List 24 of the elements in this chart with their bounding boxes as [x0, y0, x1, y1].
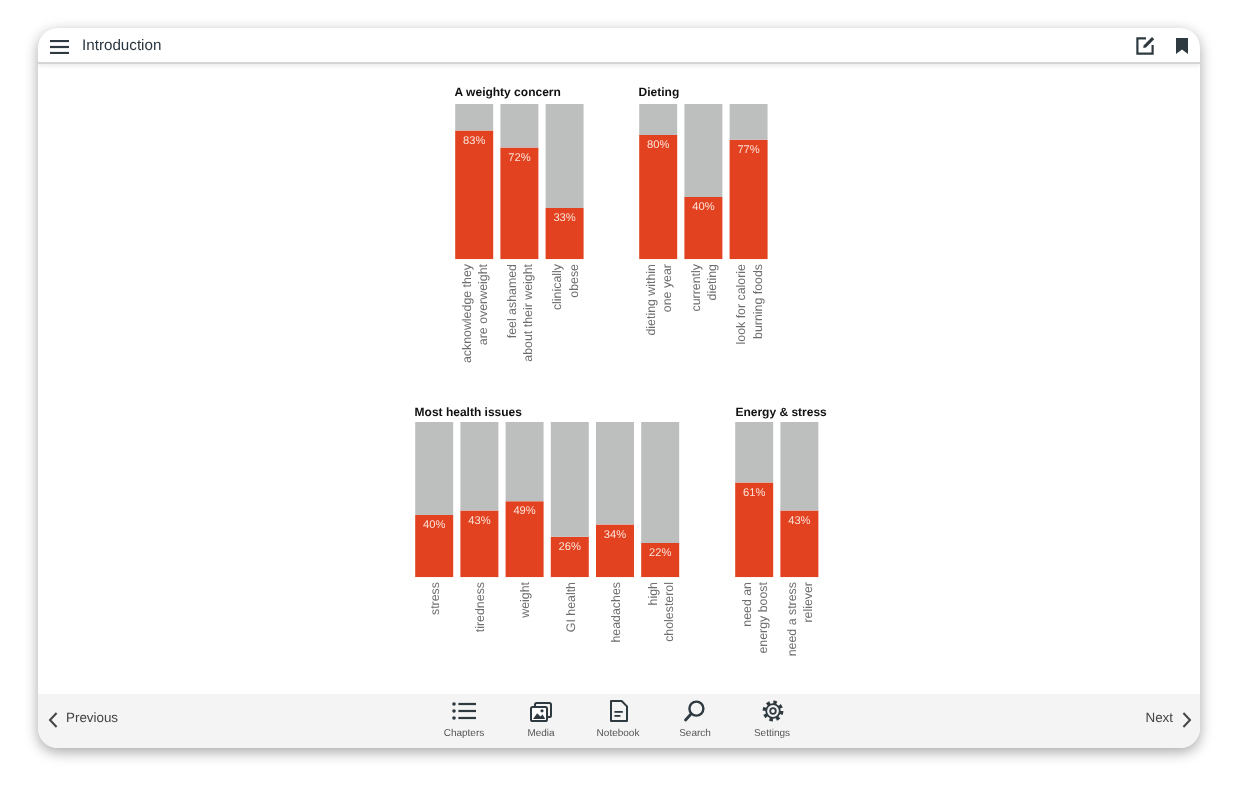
bar [728, 139, 767, 259]
bar [544, 103, 583, 208]
bar [504, 501, 543, 578]
bar [683, 196, 722, 259]
bar [459, 422, 498, 511]
bar [595, 524, 634, 578]
bar [504, 422, 543, 502]
bar [414, 422, 453, 516]
bar [638, 103, 677, 135]
bar [550, 422, 589, 537]
bar [595, 422, 634, 525]
bar [499, 146, 538, 259]
bar [550, 536, 589, 578]
bar [499, 103, 538, 147]
bar [459, 510, 498, 578]
bar [683, 103, 722, 197]
bar [454, 103, 493, 130]
bar [640, 543, 679, 578]
bar [640, 422, 679, 544]
bar [414, 515, 453, 578]
bar [544, 207, 583, 259]
bar [454, 129, 493, 259]
bar [638, 134, 677, 259]
bar [728, 103, 767, 140]
